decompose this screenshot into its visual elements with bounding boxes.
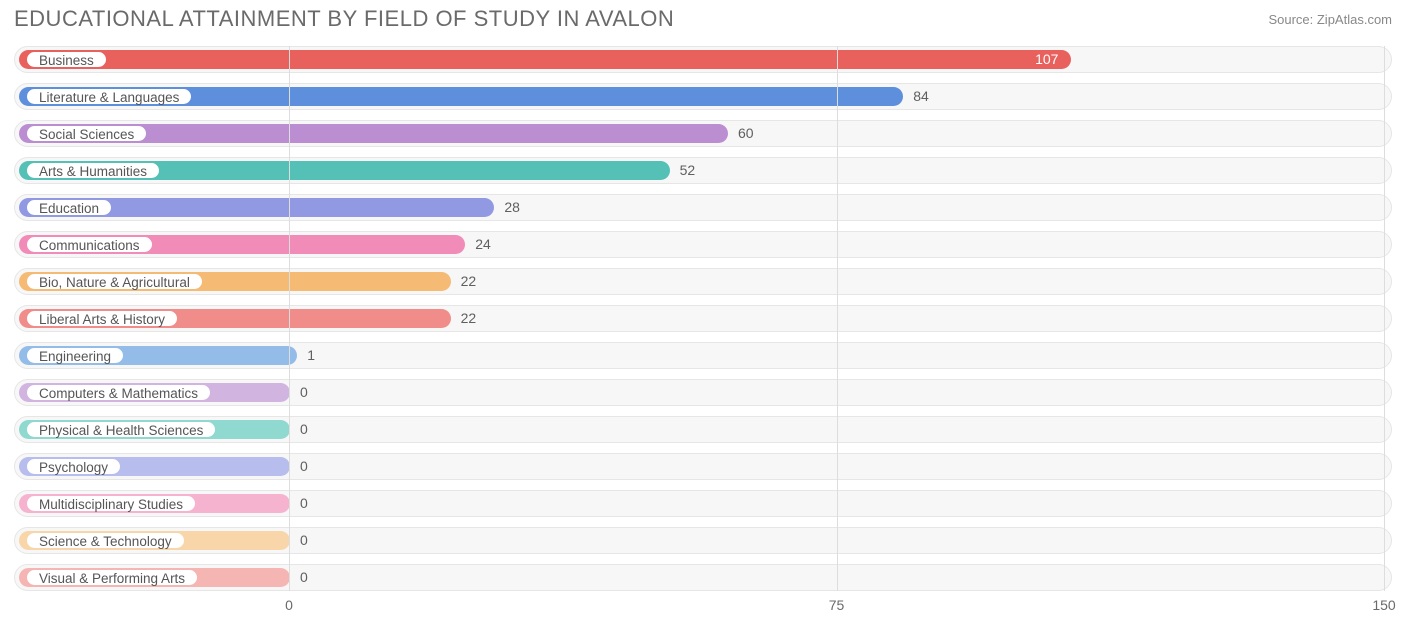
x-axis: 0 75 150 (14, 597, 1392, 621)
bar-value-label: 0 (294, 417, 308, 444)
bar-track: 0 Computers & Mathematics (14, 379, 1392, 406)
bar-value-label: 0 (294, 565, 308, 592)
chart-title: EDUCATIONAL ATTAINMENT BY FIELD OF STUDY… (14, 6, 674, 32)
bar-value-label: 28 (498, 195, 520, 222)
bar-category-pill: Engineering (25, 346, 125, 365)
bar-value-label: 24 (469, 232, 491, 259)
bar-category-pill: Bio, Nature & Agricultural (25, 272, 204, 291)
bar-value-label: 0 (294, 491, 308, 518)
bar-category-pill: Education (25, 198, 113, 217)
bar-track: 0 Multidisciplinary Studies (14, 490, 1392, 517)
bar-value-label: 60 (732, 121, 754, 148)
chart-container: EDUCATIONAL ATTAINMENT BY FIELD OF STUDY… (0, 0, 1406, 631)
bar-track: 28 Education (14, 194, 1392, 221)
bar-track: 84 Literature & Languages (14, 83, 1392, 110)
bar-track: 60 Social Sciences (14, 120, 1392, 147)
bar-category-pill: Psychology (25, 457, 122, 476)
bar-value-label: 22 (455, 269, 477, 296)
chart-source: Source: ZipAtlas.com (1268, 6, 1392, 27)
bar-category-pill: Literature & Languages (25, 87, 193, 106)
bar-track: 1 Engineering (14, 342, 1392, 369)
bar-category-pill: Social Sciences (25, 124, 148, 143)
bar-value-label: 1 (301, 343, 315, 370)
bar-track: 22 Liberal Arts & History (14, 305, 1392, 332)
bar-category-pill: Computers & Mathematics (25, 383, 212, 402)
bar-value-label: 52 (674, 158, 696, 185)
x-axis-tick: 150 (1372, 597, 1395, 613)
bar-fill (19, 50, 1071, 69)
x-axis-tick: 0 (285, 597, 293, 613)
bar-category-pill: Liberal Arts & History (25, 309, 179, 328)
bar-category-pill: Physical & Health Sciences (25, 420, 217, 439)
bar-track: 107 Business (14, 46, 1392, 73)
bar-value-label: 107 (1029, 47, 1058, 74)
bar-category-pill: Business (25, 50, 108, 69)
bar-track: 0 Physical & Health Sciences (14, 416, 1392, 443)
bar-value-label: 0 (294, 380, 308, 407)
bar-category-pill: Visual & Performing Arts (25, 568, 199, 587)
bar-value-label: 22 (455, 306, 477, 333)
bar-value-label: 0 (294, 454, 308, 481)
bar-category-pill: Science & Technology (25, 531, 186, 550)
chart-plot-area: 107 Business 84 Literature & Languages 60 Soc… (14, 46, 1392, 591)
bar-track: 22 Bio, Nature & Agricultural (14, 268, 1392, 295)
bar-value-label: 0 (294, 528, 308, 555)
x-axis-tick: 75 (829, 597, 845, 613)
bar-value-label: 84 (907, 84, 929, 111)
bar-track: 0 Psychology (14, 453, 1392, 480)
bar-category-pill: Multidisciplinary Studies (25, 494, 197, 513)
chart-header: EDUCATIONAL ATTAINMENT BY FIELD OF STUDY… (0, 0, 1406, 40)
bar-track: 24 Communications (14, 231, 1392, 258)
bar-track: 52 Arts & Humanities (14, 157, 1392, 184)
bar-track: 0 Science & Technology (14, 527, 1392, 554)
bar-category-pill: Communications (25, 235, 154, 254)
bar-category-pill: Arts & Humanities (25, 161, 161, 180)
bar-track: 0 Visual & Performing Arts (14, 564, 1392, 591)
